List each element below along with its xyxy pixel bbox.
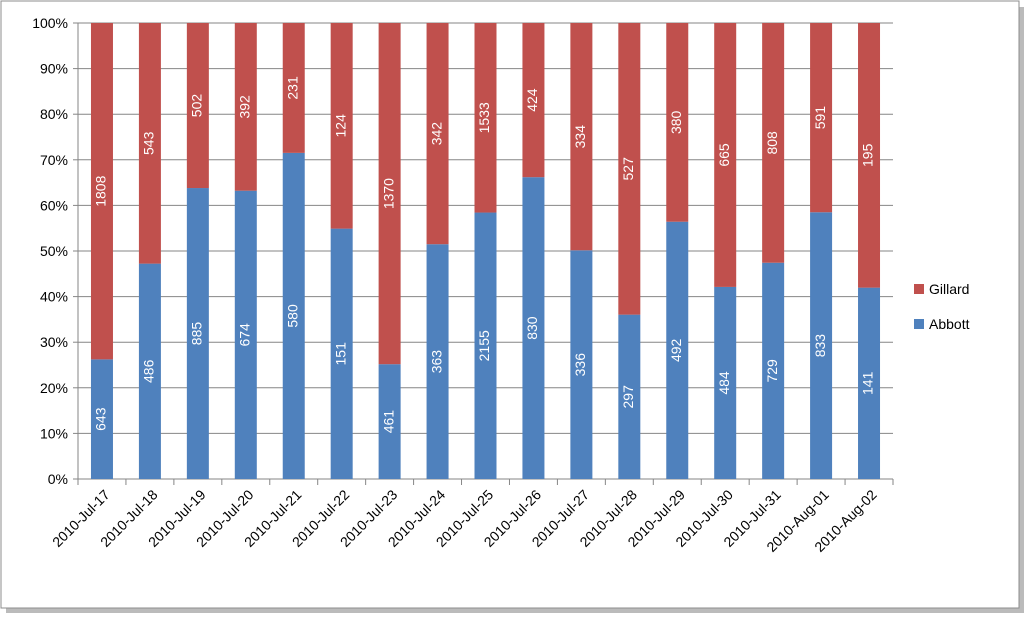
legend-swatch xyxy=(914,284,924,294)
bar xyxy=(138,23,161,264)
bar xyxy=(666,221,689,480)
value-label: 2155 xyxy=(476,330,492,361)
bar xyxy=(234,23,257,191)
y-tick-label: 80% xyxy=(40,106,68,122)
y-tick-label: 20% xyxy=(40,380,68,396)
value-label: 543 xyxy=(141,131,157,155)
bar xyxy=(522,177,545,479)
value-label: 1808 xyxy=(93,175,109,206)
y-tick-label: 30% xyxy=(40,334,68,350)
bar xyxy=(426,244,449,479)
bar xyxy=(762,23,785,263)
legend-swatch xyxy=(914,319,924,329)
bar xyxy=(426,23,449,245)
value-label: 674 xyxy=(236,323,252,347)
bar xyxy=(474,212,497,479)
value-label: 424 xyxy=(524,88,540,112)
legend-label: Gillard xyxy=(929,281,969,297)
value-label: 334 xyxy=(572,125,588,149)
y-tick-label: 70% xyxy=(40,152,68,168)
value-label: 885 xyxy=(189,322,205,346)
bar xyxy=(474,23,497,213)
bar xyxy=(714,286,737,479)
bar xyxy=(762,262,785,479)
value-label: 1533 xyxy=(476,102,492,133)
bar xyxy=(282,152,305,479)
bar xyxy=(810,23,833,213)
value-label: 151 xyxy=(332,342,348,366)
y-tick-label: 90% xyxy=(40,61,68,77)
bar xyxy=(570,250,593,479)
value-label: 486 xyxy=(141,359,157,383)
y-tick-label: 40% xyxy=(40,289,68,305)
value-label: 342 xyxy=(428,122,444,146)
bar xyxy=(714,23,737,287)
bar xyxy=(858,287,881,479)
y-tick-label: 60% xyxy=(40,197,68,213)
bar xyxy=(858,23,881,288)
y-tick-label: 100% xyxy=(32,15,68,31)
bar xyxy=(618,314,641,479)
bar xyxy=(618,23,641,315)
bar xyxy=(378,364,401,479)
bar xyxy=(810,212,833,479)
value-label: 484 xyxy=(716,371,732,395)
value-label: 195 xyxy=(860,143,876,167)
frame xyxy=(0,0,1020,609)
value-label: 502 xyxy=(189,94,205,118)
value-label: 124 xyxy=(332,114,348,138)
y-tick-label: 0% xyxy=(48,471,68,487)
bar xyxy=(90,23,113,360)
value-label: 808 xyxy=(764,131,780,155)
bar xyxy=(138,263,161,479)
value-label: 297 xyxy=(620,385,636,409)
value-label: 580 xyxy=(284,304,300,328)
value-label: 643 xyxy=(93,407,109,431)
bar xyxy=(186,188,209,480)
bar xyxy=(570,23,593,251)
value-label: 833 xyxy=(812,334,828,358)
bar xyxy=(666,23,689,222)
bar xyxy=(234,190,257,479)
value-label: 363 xyxy=(428,350,444,374)
bar xyxy=(282,23,305,153)
value-label: 380 xyxy=(668,110,684,134)
bar xyxy=(330,228,353,479)
bar xyxy=(330,23,353,229)
value-label: 492 xyxy=(668,338,684,362)
bar xyxy=(378,23,401,365)
bar xyxy=(522,23,545,178)
y-tick-label: 10% xyxy=(40,425,68,441)
y-tick-label: 50% xyxy=(40,243,68,259)
value-label: 665 xyxy=(716,143,732,167)
value-label: 1370 xyxy=(380,178,396,209)
value-label: 729 xyxy=(764,359,780,383)
bar xyxy=(186,23,209,189)
value-label: 527 xyxy=(620,157,636,181)
value-label: 231 xyxy=(284,76,300,100)
bar xyxy=(90,359,113,479)
value-label: 830 xyxy=(524,316,540,340)
value-label: 591 xyxy=(812,106,828,130)
value-label: 461 xyxy=(380,410,396,434)
value-label: 392 xyxy=(236,95,252,119)
legend-label: Abbott xyxy=(929,316,970,332)
value-label: 141 xyxy=(860,371,876,395)
value-label: 336 xyxy=(572,353,588,377)
